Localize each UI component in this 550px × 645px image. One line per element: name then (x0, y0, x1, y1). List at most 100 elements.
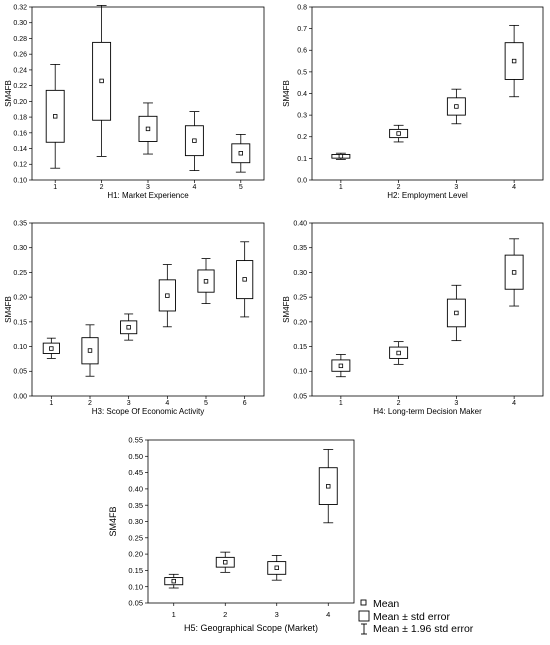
chart-panel-h2: 0.0 0.1 0.2 0.3 0.4 0.5 0.6 0.7 0.8 1 2 3 4 H2: Emplo… (282, 4, 544, 200)
box-5 (197, 258, 215, 304)
y-tick-label: 0.20 (293, 319, 307, 326)
x-tick-label: 3 (454, 400, 458, 407)
mean-marker (192, 138, 197, 143)
y-tick-label: 0.30 (13, 245, 27, 252)
y-tick-label: 0.0 (297, 177, 307, 184)
x-tick-label: 3 (275, 610, 279, 619)
y-tick-label: 0.28 (13, 36, 27, 43)
y-tick-label: 0.15 (293, 344, 307, 351)
legend-ci-label: Mean ± 1.96 std error (373, 623, 474, 635)
y-tick-label: 0.55 (128, 436, 143, 445)
x-tick-label: 4 (512, 400, 516, 407)
y-tick-label: 0.15 (13, 319, 27, 326)
x-tick-label: 3 (454, 184, 458, 191)
y-tick-label: 0.10 (13, 344, 27, 351)
x-tick-label: 6 (243, 400, 247, 407)
box-4 (318, 449, 338, 524)
x-tick-label: 1 (339, 400, 343, 407)
y-tick-label: 0.7 (297, 26, 307, 33)
box-2 (81, 324, 99, 377)
box-1 (331, 354, 351, 378)
mean-marker (338, 154, 344, 159)
x-axis-label: H3: Scope Of Economic Activity (92, 407, 205, 416)
chart-panel-h1: 0.10 0.12 0.14 0.16 0.18 0.20 0.22 0.24 0.26 0.28… (4, 4, 265, 200)
box-4 (158, 264, 176, 328)
y-tick-label: 0.50 (128, 452, 143, 461)
mean-marker (454, 104, 459, 109)
chart-panel-h3: 0.00 0.05 0.10 0.15 0.20 0.25 0.30 0.35 1 2 3 4 5 6 H3… (4, 220, 265, 416)
box-5 (231, 133, 251, 173)
box-4 (504, 238, 524, 307)
mean-marker (99, 78, 104, 84)
mean-marker (511, 270, 517, 275)
y-tick-label: 0.26 (13, 52, 27, 59)
x-tick-label: 4 (165, 400, 169, 407)
y-tick-label: 0.24 (13, 67, 27, 74)
y-tick-label: 0.12 (13, 162, 27, 169)
y-axis-label: SM4FB (4, 296, 13, 323)
mean-marker (49, 346, 54, 351)
y-tick-label: 0.35 (293, 245, 307, 252)
legend-box-icon (358, 610, 370, 622)
mean-marker (87, 348, 93, 353)
legend-mean-marker-icon (360, 599, 367, 606)
x-tick-label: 2 (397, 400, 401, 407)
x-tick-label: 2 (100, 184, 104, 191)
box-2 (92, 5, 112, 157)
mean-marker (338, 363, 344, 369)
mean-marker (396, 350, 401, 356)
mean-marker (326, 484, 331, 489)
y-tick-label: 0.05 (13, 369, 27, 376)
x-tick-label: 4 (326, 610, 330, 619)
mean-marker (454, 310, 459, 316)
mean-marker (203, 279, 209, 284)
y-axis-label: SM4FB (282, 296, 291, 323)
box-1 (42, 337, 60, 359)
box-3 (446, 88, 466, 125)
box-1 (331, 152, 351, 160)
y-tick-label: 0.5 (297, 69, 307, 76)
x-tick-label: 1 (172, 610, 176, 619)
mean-marker (145, 126, 151, 132)
box-3 (138, 102, 158, 155)
y-tick-label: 0.8 (297, 4, 307, 11)
y-tick-label: 0.10 (13, 177, 27, 184)
box-2 (389, 124, 409, 143)
box-2 (389, 341, 409, 365)
y-tick-label: 0.00 (13, 393, 27, 400)
y-tick-label: 0.30 (128, 517, 143, 526)
x-tick-label: 3 (146, 184, 150, 191)
chart-panel-h5: 0.05 0.10 0.15 0.20 0.25 0.30 0.35 0.40 0.45 0.50… (108, 436, 355, 633)
y-tick-label: 0.20 (13, 99, 27, 106)
y-tick-label: 0.18 (13, 115, 27, 122)
x-axis-label: H2: Employment Level (387, 191, 468, 200)
y-tick-label: 0.05 (293, 393, 307, 400)
y-tick-label: 0.10 (293, 369, 307, 376)
y-tick-label: 0.15 (128, 566, 143, 575)
x-tick-label: 5 (204, 400, 208, 407)
x-tick-label: 2 (397, 184, 401, 191)
y-tick-label: 0.25 (128, 533, 143, 542)
legend-mean-label: Mean (373, 598, 399, 610)
y-tick-label: 0.45 (128, 468, 143, 477)
mean-marker (126, 325, 131, 330)
box-3 (446, 284, 466, 342)
y-tick-label: 0.10 (128, 582, 143, 591)
y-tick-label: 0.32 (13, 4, 27, 11)
y-tick-label: 0.1 (297, 156, 307, 163)
x-tick-label: 4 (192, 184, 196, 191)
y-tick-label: 0.30 (13, 20, 27, 27)
y-tick-label: 0.3 (297, 113, 307, 120)
plot-frame (311, 6, 544, 181)
box-3 (267, 555, 287, 581)
x-tick-label: 2 (223, 610, 227, 619)
y-tick-label: 0.35 (13, 220, 27, 227)
y-tick-label: 0.2 (297, 134, 307, 141)
y-axis-label: SM4FB (4, 80, 13, 107)
plot-frame (147, 439, 355, 604)
y-tick-label: 0.25 (13, 270, 27, 277)
box-2 (215, 551, 235, 573)
legend: Mean Mean ± std error Mean ± 1.96 std er… (358, 598, 474, 635)
x-tick-label: 4 (512, 184, 516, 191)
y-tick-label: 0.25 (293, 295, 307, 302)
